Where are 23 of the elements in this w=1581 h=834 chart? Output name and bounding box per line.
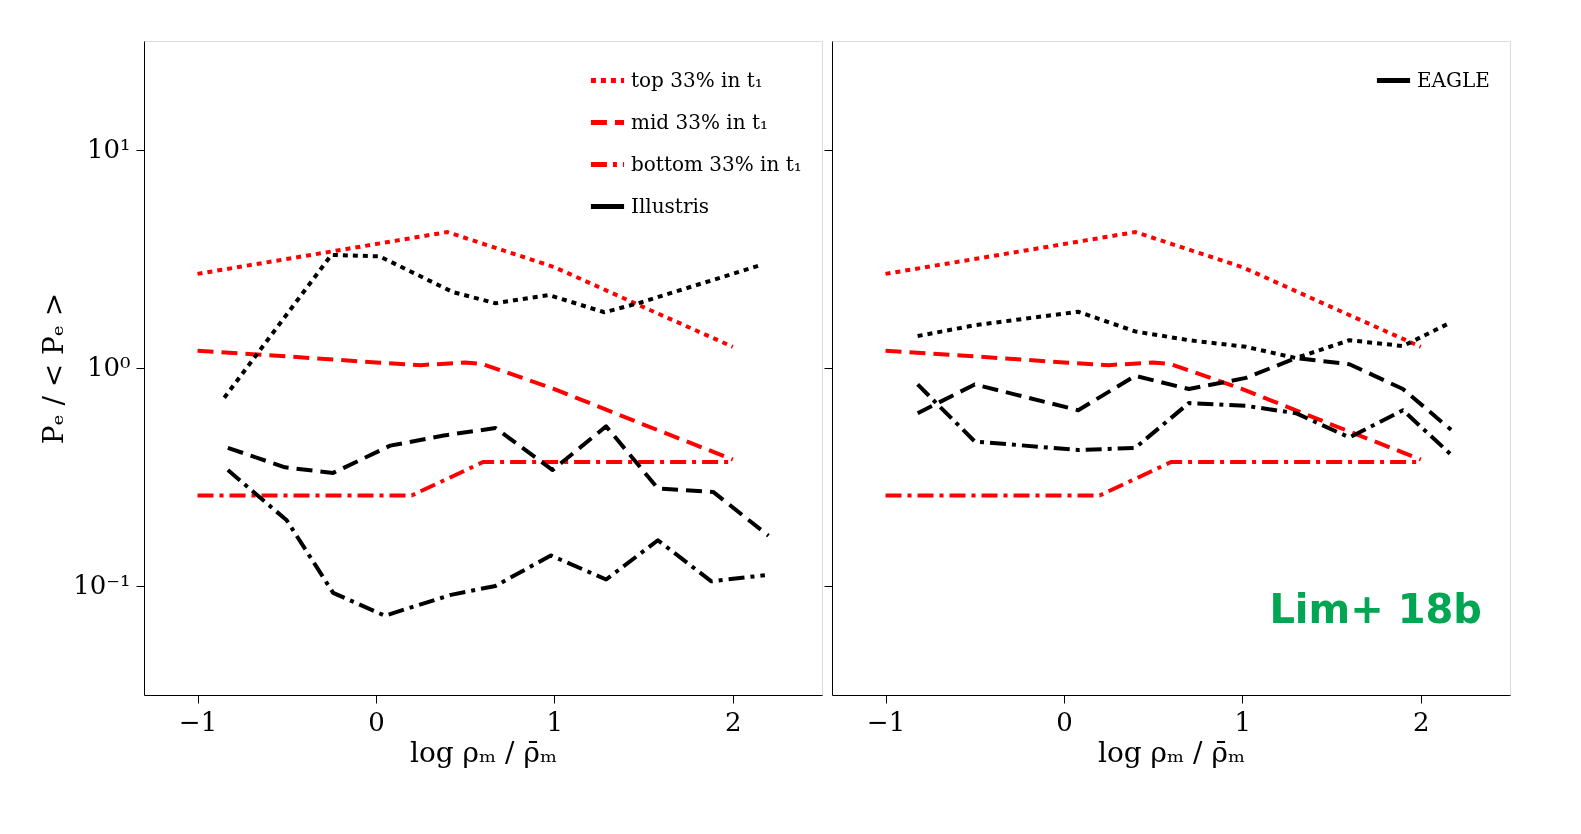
y-tick-label: 10¹ bbox=[86, 134, 131, 165]
line-series bbox=[225, 424, 771, 538]
legend-label: mid 33% in t₁ bbox=[631, 109, 769, 134]
legend-label: Illustris bbox=[631, 193, 710, 218]
x-tick-label: −1 bbox=[866, 706, 906, 737]
x-tick-label: 0 bbox=[1056, 706, 1073, 737]
x-tick-label: 1 bbox=[1234, 706, 1252, 737]
legend-label: bottom 33% in t₁ bbox=[631, 151, 802, 176]
x-tick-label: −1 bbox=[178, 706, 218, 737]
x-tick-label: 2 bbox=[1413, 706, 1430, 737]
x-axis-title: log ρₘ / ρ̄ₘ bbox=[1097, 735, 1246, 769]
x-tick-label: 0 bbox=[368, 706, 385, 737]
legend-label: top 33% in t₁ bbox=[631, 67, 763, 92]
x-axis-title: log ρₘ / ρ̄ₘ bbox=[409, 735, 558, 769]
x-tick-label: 1 bbox=[546, 706, 564, 737]
legend-label: EAGLE bbox=[1417, 67, 1490, 92]
y-tick-label: 10⁻¹ bbox=[73, 570, 131, 601]
line-series bbox=[195, 230, 735, 349]
line-series bbox=[225, 468, 767, 618]
y-tick-label: 10⁰ bbox=[86, 352, 131, 383]
x-tick-label: 2 bbox=[725, 706, 742, 737]
y-axis-title: Pₑ / < Pₑ > bbox=[37, 292, 71, 445]
annotation: Lim+ 18b bbox=[1269, 586, 1482, 632]
